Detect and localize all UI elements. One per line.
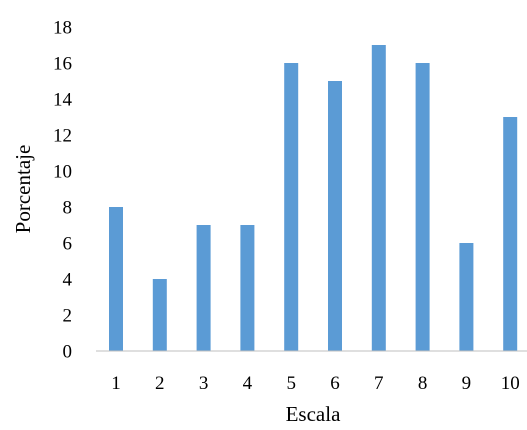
y-tick-label: 8	[63, 198, 73, 219]
bar-1	[109, 207, 123, 351]
x-tick-label: 1	[111, 373, 121, 394]
x-tick-label: 3	[199, 373, 209, 394]
bar-6	[328, 81, 342, 351]
x-axis-title: Escala	[286, 402, 341, 426]
x-tick-label: 7	[374, 373, 384, 394]
x-tick-label: 8	[418, 373, 428, 394]
y-tick-label: 10	[53, 162, 72, 183]
x-tick-labels: 1 2 3 4 5 6 7 8 9 10	[111, 373, 519, 394]
y-tick-label: 4	[63, 270, 73, 291]
y-tick-label: 18	[53, 18, 72, 39]
y-tick-label: 16	[53, 54, 72, 75]
y-tick-label: 14	[53, 90, 73, 111]
bar-8	[415, 63, 430, 351]
x-tick-label: 2	[155, 373, 165, 394]
bar-4	[240, 225, 255, 351]
bar-9	[459, 243, 474, 351]
y-tick-label: 2	[63, 306, 73, 327]
x-tick-label: 5	[286, 373, 296, 394]
y-tick-label: 6	[63, 234, 73, 255]
x-tick-label: 4	[243, 373, 253, 394]
y-tick-labels: 0 2 4 6 8 10 12 14 16 18	[53, 18, 73, 363]
x-tick-label: 6	[330, 373, 340, 394]
bar-2	[152, 279, 167, 351]
x-tick-label: 9	[462, 373, 472, 394]
y-tick-label: 0	[63, 342, 73, 363]
bars-group	[109, 45, 518, 351]
x-tick-label: 10	[501, 373, 520, 394]
bar-10	[503, 117, 518, 351]
bar-3	[196, 225, 211, 351]
bar-5	[284, 63, 299, 351]
bar-7	[371, 45, 386, 351]
y-axis-title: Porcentaje	[11, 145, 35, 234]
y-tick-label: 12	[53, 126, 72, 147]
